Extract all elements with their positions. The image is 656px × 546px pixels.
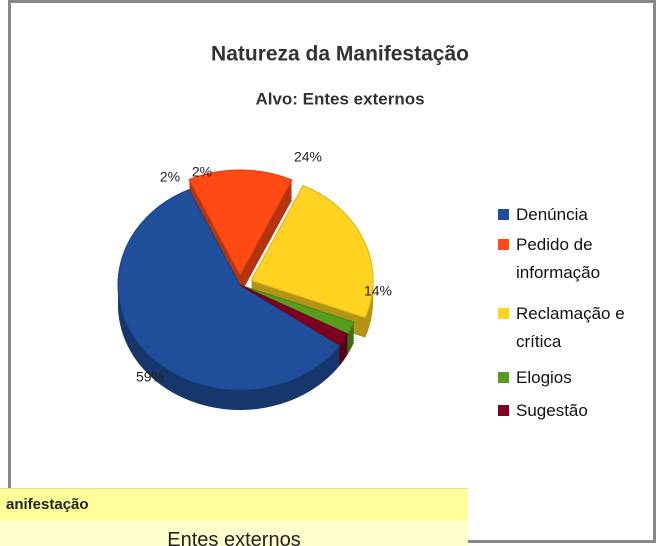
data-label: 59% — [136, 369, 164, 385]
chart-subtitle: Alvo: Entes externos — [255, 89, 424, 108]
legend-label: Elogios — [516, 368, 572, 387]
data-label: 2% — [160, 169, 180, 185]
legend-label: Reclamação e crítica — [516, 304, 625, 351]
data-label: 24% — [294, 149, 322, 165]
legend-swatch — [498, 239, 509, 250]
chart-title: Natureza da Manifestação — [211, 43, 469, 66]
sheet-header-cell: anifestação — [0, 488, 468, 520]
slice — [117, 188, 341, 391]
legend-swatch — [498, 405, 509, 416]
legend-swatch — [498, 209, 509, 220]
legend-swatch — [498, 372, 509, 383]
slice — [239, 284, 349, 346]
sheet-cell: Entes externos — [0, 520, 468, 546]
data-label: 2% — [192, 164, 212, 180]
legend-label: Sugestão — [516, 401, 588, 420]
data-label: 14% — [364, 283, 392, 299]
legend-swatch — [498, 308, 509, 319]
legend-label: Pedido de informação — [516, 235, 601, 282]
slice — [250, 184, 374, 319]
slice — [188, 169, 293, 277]
legend-label: Denúncia — [516, 205, 588, 224]
